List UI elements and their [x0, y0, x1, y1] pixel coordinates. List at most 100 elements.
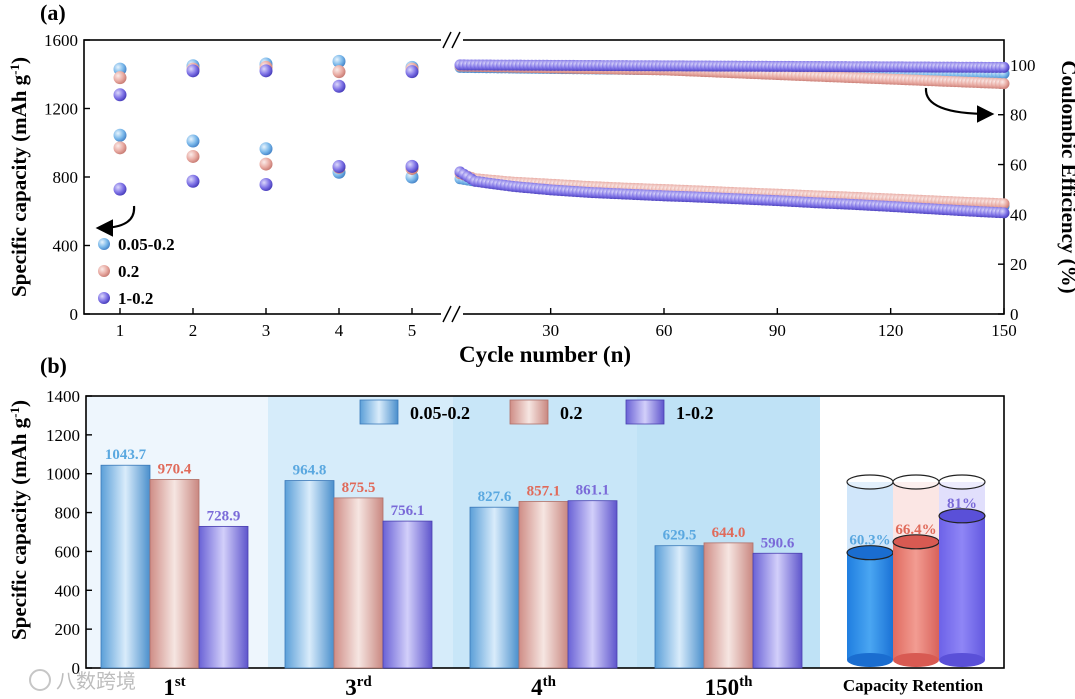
a-ytick-label-0: 0: [70, 305, 79, 324]
charge-dot-1-3: [259, 157, 273, 171]
legend-a-marker-2: [98, 292, 110, 304]
legend-b-label-1: 0.2: [560, 403, 583, 423]
a-ytick-label-3: 1200: [44, 100, 78, 119]
b-ytick-label-7: 1400: [46, 387, 80, 406]
charge-dot-1-1: [113, 141, 127, 155]
charge-dot-0-1: [113, 128, 127, 142]
discharge-dot-1-1: [113, 71, 127, 85]
panel-b-bars: 1043.7 964.8 827.6 629.5 970.4 875.5 857.1 644.…: [100, 447, 803, 669]
bar-label-0-2: 827.6: [478, 489, 512, 505]
a-y2tick-label-0: 0: [1010, 305, 1019, 324]
bar-0-2: [469, 506, 520, 669]
a-ytick-label-1: 400: [53, 237, 79, 256]
legend-b-swatch-1: [509, 399, 549, 425]
bar-label-1-1: 875.5: [342, 480, 376, 496]
charge-dot-1-2: [186, 149, 200, 163]
retention-label-2: 81%: [947, 496, 977, 512]
b-ytick-label-5: 1000: [46, 465, 80, 484]
bar-label-2-3: 590.6: [761, 535, 795, 551]
discharge-dot-0-4: [332, 54, 346, 68]
legend-b-swatch-0: [359, 399, 399, 425]
legend-b-label-0: 0.05-0.2: [410, 403, 470, 423]
bar-0-3: [654, 545, 705, 669]
charge-dot-2-2: [186, 174, 200, 188]
bar-1-2: [518, 501, 569, 669]
watermark-text: 八数跨境: [56, 670, 136, 693]
bar-label-1-3: 644.0: [712, 525, 746, 541]
a-ytick-label-4: 1600: [44, 31, 78, 50]
legend-b-label-2: 1-0.2: [676, 403, 714, 423]
axis-break-top: [441, 31, 463, 49]
a-xtick-left-label-0: 1: [116, 321, 125, 340]
retention-cylinder-0: 60.3%: [846, 474, 894, 667]
a-xtick-left-label-3: 4: [335, 321, 344, 340]
panel-a-legend: 0.05-0.2 0.2 1-0.2: [98, 235, 175, 308]
a-xtick-right-label-2: 90: [769, 321, 786, 340]
category-label-3: 150th: [705, 674, 753, 699]
discharge-dot-2-1: [113, 88, 127, 102]
panel-a-curves: [454, 59, 1010, 219]
bar-1-0: [149, 479, 200, 669]
panel-b: (b) 0 200 400 600 800 1000 1200 1400 1043.7 964.…: [7, 353, 1005, 699]
bar-label-1-0: 970.4: [158, 461, 192, 477]
a-xtick-right-label-4: 150: [991, 321, 1017, 340]
panel-a-y2-title: Coulombic Efficiency (%): [1057, 60, 1075, 293]
discharge-dot-2-5: [405, 65, 419, 79]
retention-title: Capacity Retention: [843, 676, 984, 695]
charge-dot-0-3: [259, 142, 273, 156]
ce-point-1-150: [998, 78, 1010, 90]
category-label-0: 1st: [163, 674, 185, 699]
capacity-point-1-150: [998, 198, 1010, 210]
retention-label-1: 66.4%: [895, 522, 936, 538]
panel-b-y-title: Specific capacity (mAh g-1): [7, 400, 31, 640]
retention-fill-1: [893, 541, 939, 660]
b-ytick-label-2: 400: [55, 581, 81, 600]
discharge-dot-1-4: [332, 65, 346, 79]
category-label-1: 3rd: [345, 674, 372, 699]
a-y2tick-label-2: 40: [1010, 205, 1027, 224]
panel-a-y-axis: 0 400 800 1200 1600: [44, 31, 90, 324]
axis-break-bottom: [441, 305, 463, 323]
discharge-dot-2-3: [259, 64, 273, 78]
b-ytick-label-3: 600: [55, 542, 81, 561]
retention-cylinder-1: 66.4%: [892, 474, 940, 667]
bar-label-1-2: 857.1: [527, 483, 561, 499]
a-y2tick-label-4: 80: [1010, 106, 1027, 125]
bar-label-2-0: 728.9: [207, 508, 241, 524]
a-y2tick-label-3: 60: [1010, 156, 1027, 175]
panel-a-x-title: Cycle number (n): [459, 342, 631, 367]
retention-fill-0: [847, 552, 893, 660]
discharge-dot-2-2: [186, 64, 200, 78]
a-xtick-left-label-4: 5: [408, 321, 417, 340]
a-ytick-label-2: 800: [53, 168, 79, 187]
legend-a-label-2: 1-0.2: [118, 289, 153, 308]
legend-b-swatch-2: [625, 399, 665, 425]
left-axis-arrow: [95, 205, 136, 237]
bar-1-3: [703, 542, 754, 669]
bar-2-2: [567, 500, 618, 669]
ce-point-2-150: [998, 61, 1010, 73]
bar-0-0: [100, 464, 151, 669]
bar-1-1: [333, 497, 384, 669]
a-xtick-right-label-0: 30: [542, 321, 559, 340]
a-xtick-right-label-1: 60: [656, 321, 673, 340]
panel-a-label: (a): [40, 0, 66, 25]
panel-b-label: (b): [40, 353, 67, 378]
discharge-dot-2-4: [332, 79, 346, 93]
b-ytick-label-0: 0: [72, 659, 81, 678]
watermark-icon: [29, 669, 51, 691]
bar-label-2-2: 861.1: [576, 483, 610, 499]
a-y2tick-label-1: 20: [1010, 255, 1027, 274]
bar-label-0-1: 964.8: [293, 463, 327, 479]
b-ytick-label-4: 800: [55, 504, 81, 523]
b-ytick-label-1: 200: [55, 620, 81, 639]
panel-b-y-axis: 0 200 400 600 800 1000 1200 1400: [46, 387, 92, 678]
bar-2-3: [752, 552, 803, 669]
category-label-2: 4th: [531, 674, 556, 699]
panel-b-legend: 0.05-0.2 0.2 1-0.2: [359, 399, 714, 425]
right-axis-arrow: [924, 87, 995, 123]
b-ytick-label-6: 1200: [46, 426, 80, 445]
legend-a-marker-1: [98, 265, 110, 277]
bar-2-0: [198, 525, 249, 669]
charge-dot-2-4: [332, 160, 346, 174]
